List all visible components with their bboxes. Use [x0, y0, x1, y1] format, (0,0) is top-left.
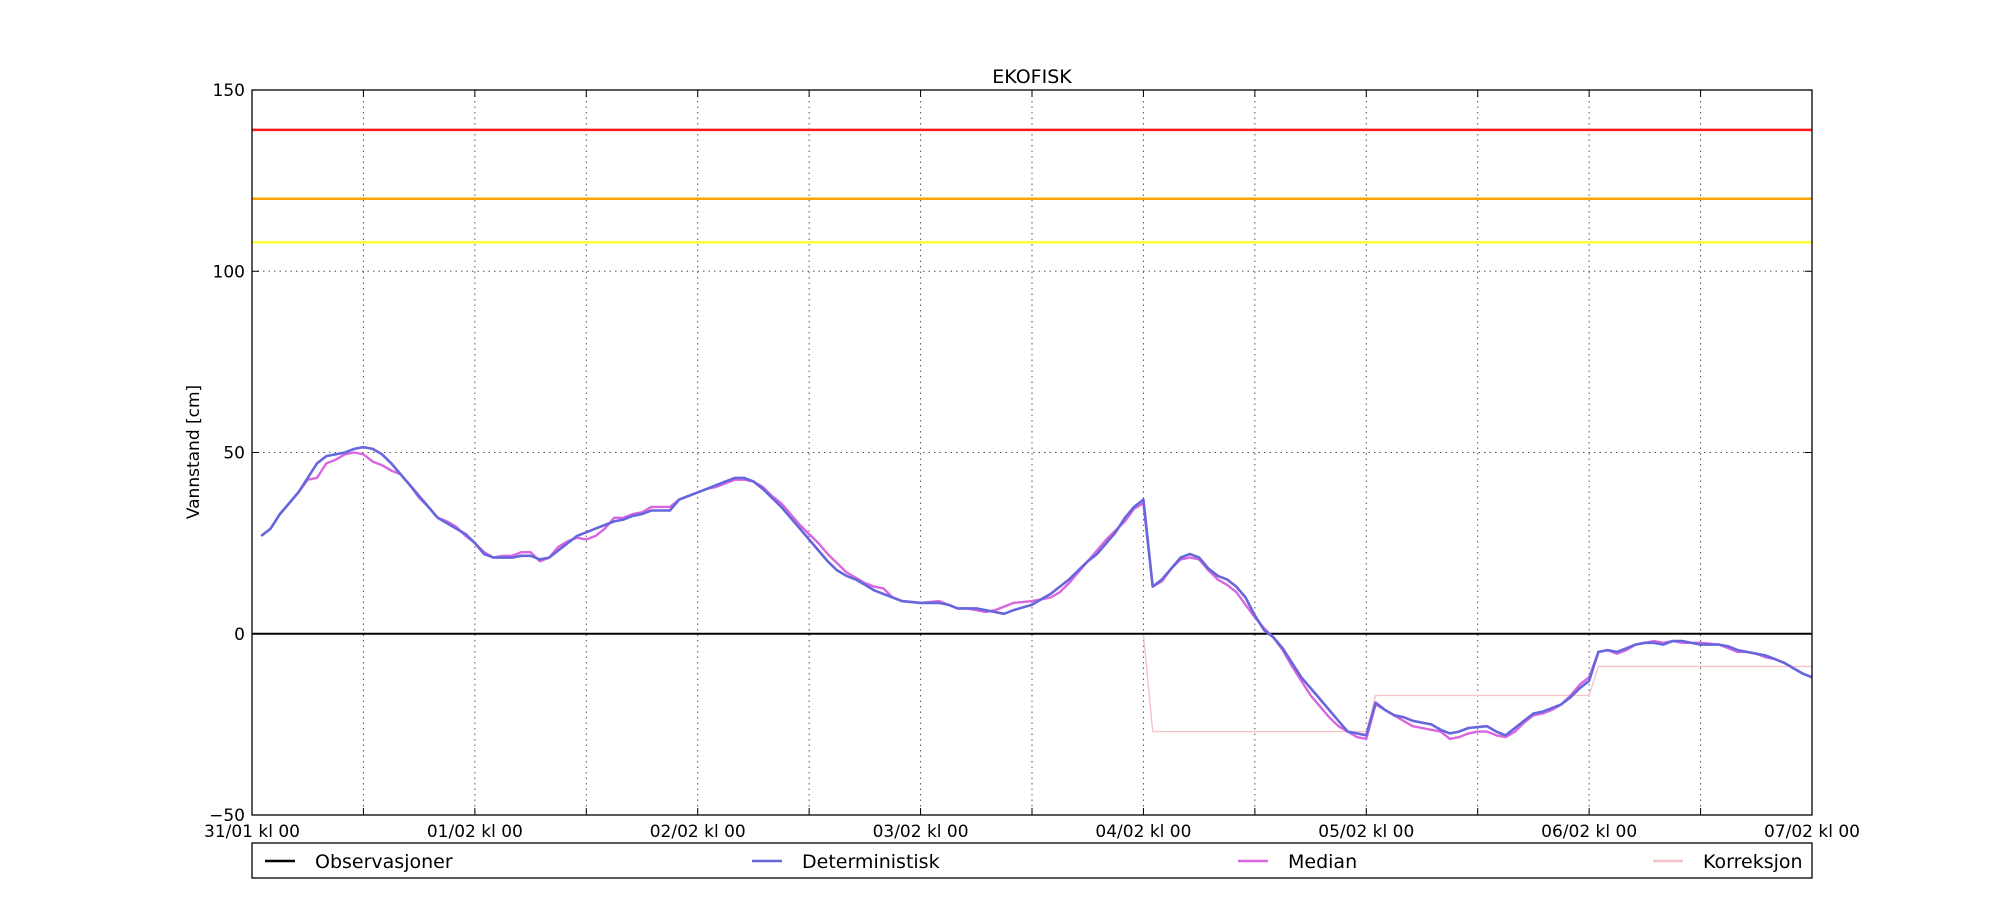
legend: Observasjoner Deterministisk Median Korreks…: [265, 851, 1803, 873]
axes: −50 0 50 100 150 31/01 kl 00 01/02 kl 00 02/02 …: [204, 81, 1860, 842]
chart-title: EKOFISK: [992, 66, 1072, 88]
x-tick-label-6: 06/02 kl 00: [1541, 822, 1637, 842]
y-axis-label: Vannstand [cm]: [184, 385, 204, 519]
y-tick-label-4: 150: [213, 81, 245, 101]
y-tick-label-3: 100: [213, 262, 245, 282]
x-tick-label-0: 31/01 kl 00: [204, 822, 300, 842]
threshold-lines: [252, 128, 1812, 244]
series-lines: [252, 445, 1813, 741]
series-line-deterministisk: [260, 445, 1813, 737]
legend-label-deterministisk: Deterministisk: [802, 851, 940, 873]
x-tick-label-7: 07/02 kl 00: [1764, 822, 1860, 842]
legend-frame: [251, 842, 1813, 879]
y-tick-label-0: −50: [209, 806, 245, 826]
legend-label-observasjoner: Observasjoner: [315, 851, 453, 873]
legend-label-korreksjon: Korreksjon: [1703, 851, 1803, 873]
x-tick-label-1: 01/02 kl 00: [427, 822, 523, 842]
y-tick-label-1: 0: [234, 625, 245, 645]
x-tick-label-5: 05/02 kl 00: [1318, 822, 1414, 842]
x-tick-label-2: 02/02 kl 00: [650, 822, 746, 842]
x-tick-label-4: 04/02 kl 00: [1095, 822, 1191, 842]
y-tick-label-2: 50: [223, 444, 245, 464]
x-tick-label-3: 03/02 kl 00: [873, 822, 969, 842]
series-line-korreksjon: [1142, 633, 1812, 733]
legend-label-median: Median: [1288, 851, 1357, 873]
series-line-median: [260, 451, 1813, 741]
